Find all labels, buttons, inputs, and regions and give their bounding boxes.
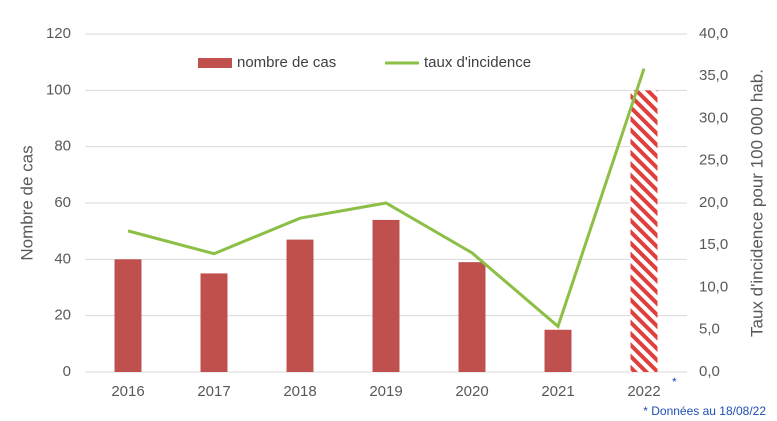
y2-tick-label: 10,0: [699, 278, 728, 295]
y-tick-label: 60: [54, 194, 71, 211]
bar: [286, 239, 314, 372]
bar: [458, 262, 486, 372]
legend-label: nombre de cas: [237, 54, 336, 71]
y-tick-label: 20: [54, 307, 71, 324]
annotation: * Données au 18/08/22: [643, 404, 766, 418]
line: [127, 68, 646, 329]
x-tick-label: 2021: [541, 383, 574, 400]
y2-tick-label: 30,0: [699, 109, 728, 126]
annotation: *: [672, 375, 677, 389]
bar: [200, 273, 228, 372]
y2-tick-label: 15,0: [699, 236, 728, 253]
legend-swatch: [198, 58, 232, 68]
y-axis-label: Nombre de cas: [17, 145, 36, 260]
y2-axis-label: Taux d'incidence pour 100 000 hab.: [747, 69, 766, 337]
x-tick-label: 2018: [283, 383, 316, 400]
legend-label: taux d'incidence: [424, 54, 531, 71]
bar: [544, 329, 572, 372]
y2-tick-label: 0,0: [699, 363, 720, 380]
x-tick-label: 2017: [197, 383, 230, 400]
y2-tick-label: 5,0: [699, 321, 720, 338]
x-tick-label: 2022: [627, 383, 660, 400]
y2-tick-label: 35,0: [699, 67, 728, 84]
y2-tick-label: 20,0: [699, 194, 728, 211]
y-tick-label: 40: [54, 250, 71, 267]
x-tick-label: 2020: [455, 383, 488, 400]
x-tick-label: 2016: [111, 383, 144, 400]
bar: [372, 219, 400, 372]
x-tick-label: 2019: [369, 383, 402, 400]
y2-tick-label: 40,0: [699, 25, 728, 42]
bar: [630, 90, 658, 372]
y-tick-label: 0: [63, 363, 71, 380]
y-tick-label: 120: [46, 25, 71, 42]
y-tick-label: 100: [46, 81, 71, 98]
y-tick-label: 80: [54, 138, 71, 155]
y2-tick-label: 25,0: [699, 152, 728, 169]
bar: [114, 259, 142, 372]
